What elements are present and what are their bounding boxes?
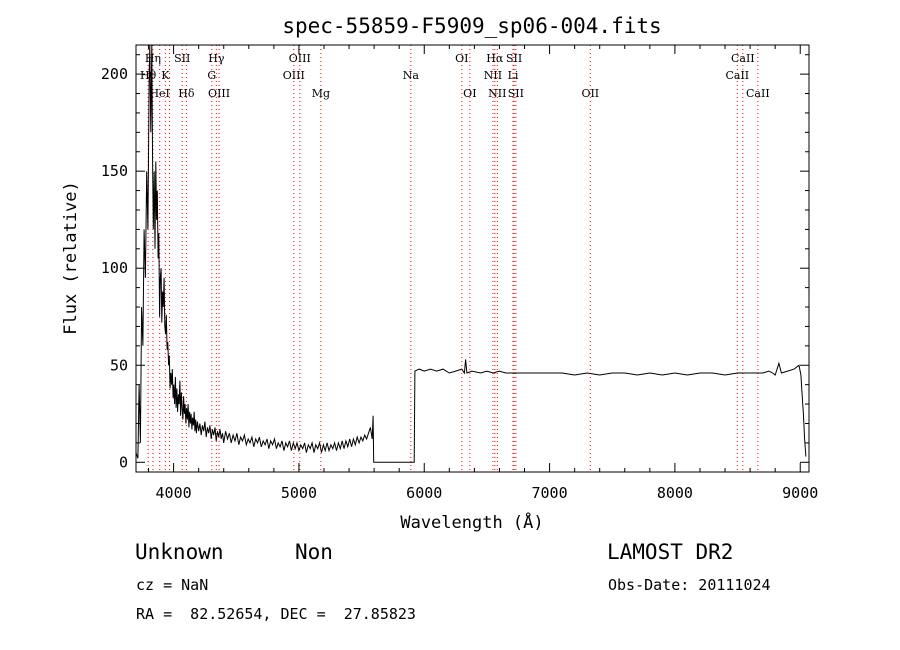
x-tick-label: 6000	[406, 484, 442, 502]
x-axis: 4000 5000 6000 7000 8000 9000	[148, 45, 818, 502]
line-marker-label: NII	[488, 87, 506, 100]
y-tick-label: 50	[110, 356, 128, 374]
x-tick-label: 7000	[532, 484, 568, 502]
line-marker-label: SII	[174, 52, 190, 65]
survey-name: LAMOST DR2	[607, 540, 734, 564]
line-marker-label: Na	[403, 69, 420, 82]
emission-line-markers	[147, 45, 759, 472]
chart-title: spec-55859-F5909_sp06-004.fits	[282, 14, 661, 38]
line-marker-label: OIII	[208, 87, 230, 100]
y-axis-label: Flux (relative)	[61, 181, 81, 335]
line-marker-label: K	[161, 69, 170, 82]
line-marker-label: OIII	[289, 52, 311, 65]
plot-frame	[135, 44, 810, 473]
x-axis-label: Wavelength (Å)	[400, 511, 543, 533]
object-class: Unknown	[135, 540, 224, 564]
line-marker-label: Hγ	[208, 52, 225, 65]
line-marker-label: HeI	[149, 87, 169, 100]
line-marker-label: SII	[506, 52, 522, 65]
line-marker-label: Mg	[312, 87, 330, 100]
y-tick-label: 0	[119, 453, 128, 471]
line-marker-label: Hθ	[140, 69, 157, 82]
x-tick-label: 4000	[156, 484, 192, 502]
line-marker-label: OIII	[283, 69, 305, 82]
line-marker-label: OII	[581, 87, 599, 100]
observation-date: Obs-Date: 20111024	[608, 576, 771, 594]
redshift-value: cz = NaN	[136, 576, 209, 594]
y-tick-label: 150	[101, 162, 128, 180]
line-marker-label: Hδ	[178, 87, 195, 100]
line-marker-label: Hη	[145, 52, 161, 65]
line-marker-label: OI	[455, 52, 468, 65]
line-marker-label: NII	[484, 69, 502, 82]
flux-series-line	[135, 44, 807, 463]
y-tick-label: 100	[101, 259, 128, 277]
x-tick-label: 9000	[782, 484, 818, 502]
coordinates: RA = 82.52654, DEC = 27.85823	[136, 605, 416, 623]
line-marker-label: OI	[463, 87, 476, 100]
line-marker-label: CaII	[731, 52, 755, 65]
line-marker-label: CaII	[725, 69, 749, 82]
y-axis: 0 50 100 150 200	[101, 54, 809, 471]
line-marker-label: G	[207, 69, 216, 82]
object-subclass: Non	[295, 540, 333, 564]
x-tick-label: 5000	[281, 484, 317, 502]
line-marker-label: Li	[508, 69, 519, 82]
y-tick-label: 200	[101, 65, 128, 83]
line-marker-label: CaII	[746, 87, 770, 100]
x-tick-label: 8000	[657, 484, 693, 502]
line-marker-label: Hα	[486, 52, 504, 65]
line-marker-label: SII	[508, 87, 524, 100]
